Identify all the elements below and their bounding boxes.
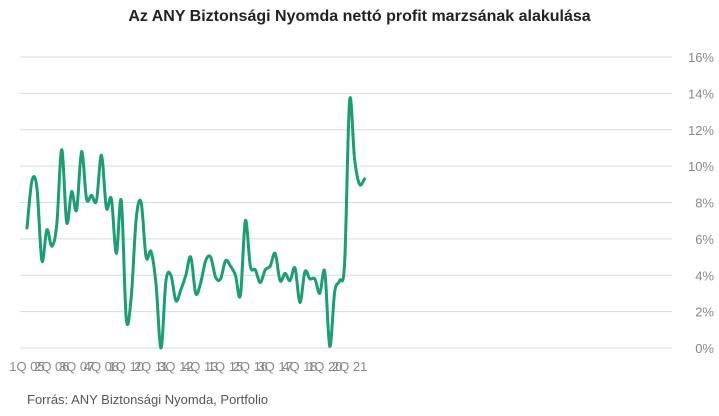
- chart-title: Az ANY Biztonsági Nyomda nettó profit ma…: [128, 8, 591, 25]
- data-point: [55, 222, 59, 226]
- data-point: [288, 279, 292, 283]
- data-point: [348, 99, 352, 103]
- data-point: [278, 279, 282, 283]
- y-tick-label: 12%: [688, 123, 714, 138]
- data-point: [253, 268, 257, 272]
- data-point: [65, 221, 69, 225]
- data-point: [273, 251, 277, 255]
- data-point: [154, 282, 158, 286]
- x-tick-label: 4Q 13: [183, 359, 218, 374]
- data-point: [70, 190, 74, 194]
- data-point: [238, 293, 242, 297]
- data-point: [318, 291, 322, 295]
- data-point: [90, 193, 94, 197]
- series-group: [25, 96, 366, 350]
- data-point: [258, 281, 262, 285]
- data-point: [35, 186, 39, 190]
- x-tick-label: 2Q 11: [134, 359, 168, 374]
- data-point: [184, 273, 188, 277]
- data-point: [214, 275, 218, 279]
- x-tick-label: 1Q 05: [9, 359, 44, 374]
- data-point: [124, 317, 128, 321]
- y-tick-label: 4%: [695, 268, 714, 283]
- x-tick-label: 1Q 15: [208, 359, 243, 374]
- data-point: [144, 255, 148, 259]
- y-tick-label: 0%: [695, 341, 714, 356]
- data-point: [119, 199, 123, 203]
- data-point: [80, 150, 84, 154]
- data-point: [164, 279, 168, 283]
- data-point: [174, 299, 178, 303]
- y-tick-label: 8%: [695, 196, 714, 211]
- data-point: [114, 251, 118, 255]
- x-tick-label: 2Q 16: [233, 359, 268, 374]
- data-point: [169, 273, 173, 277]
- data-point: [362, 177, 366, 181]
- data-point: [219, 277, 223, 281]
- data-point: [179, 288, 183, 292]
- data-point: [358, 182, 362, 186]
- data-point: [243, 219, 247, 223]
- data-point: [268, 264, 272, 268]
- data-point: [343, 261, 347, 265]
- data-point: [134, 217, 138, 221]
- y-tick-label: 14%: [688, 86, 714, 101]
- x-tick-label: 3Q 07: [59, 359, 94, 374]
- data-point: [283, 271, 287, 275]
- data-point: [159, 346, 163, 350]
- x-tick-label: 4Q 18: [282, 359, 317, 374]
- data-point: [199, 281, 203, 285]
- data-point: [263, 268, 267, 272]
- y-axis-ticks: 0% 2% 4% 6% 8% 10% 12% 14% 16%: [688, 50, 714, 356]
- data-point: [353, 157, 357, 161]
- data-point: [333, 290, 337, 294]
- x-tick-label: 1Q 10: [109, 359, 144, 374]
- data-point: [99, 153, 103, 157]
- data-point: [308, 277, 312, 281]
- data-point: [94, 199, 98, 203]
- data-point: [60, 148, 64, 152]
- x-tick-label: 2Q 06: [34, 359, 69, 374]
- data-point: [303, 270, 307, 274]
- data-point: [228, 264, 232, 268]
- data-point: [313, 277, 317, 281]
- x-tick-label: 2Q 21: [332, 359, 367, 374]
- data-point: [189, 255, 193, 259]
- data-point: [194, 291, 198, 295]
- data-point: [85, 197, 89, 201]
- source-note: Forrás: ANY Biztonsági Nyomda, Portfolio: [27, 392, 269, 407]
- x-tick-label: 3Q 17: [257, 359, 292, 374]
- y-tick-label: 2%: [695, 305, 714, 320]
- data-point: [149, 250, 153, 254]
- x-tick-label: 3Q 12: [158, 359, 193, 374]
- data-point: [209, 255, 213, 259]
- y-tick-label: 6%: [695, 232, 714, 247]
- data-point: [45, 228, 49, 232]
- data-point: [50, 244, 54, 248]
- data-point: [323, 270, 327, 274]
- data-point: [328, 344, 332, 348]
- x-tick-label: 1Q 20: [307, 359, 342, 374]
- x-tick-label: 4Q 08: [84, 359, 119, 374]
- data-point: [338, 279, 342, 283]
- series-line: [25, 96, 366, 350]
- data-point: [129, 295, 133, 299]
- data-point: [25, 226, 29, 230]
- data-point: [75, 208, 79, 212]
- data-point: [233, 273, 237, 277]
- y-tick-label: 16%: [688, 50, 714, 65]
- data-point: [40, 259, 44, 263]
- data-point: [298, 301, 302, 305]
- data-point: [109, 197, 113, 201]
- y-tick-label: 10%: [688, 159, 714, 174]
- data-point: [139, 201, 143, 205]
- data-point: [248, 264, 252, 268]
- data-point: [293, 266, 297, 270]
- data-point: [104, 206, 108, 210]
- data-point: [224, 259, 228, 263]
- data-point: [204, 259, 208, 263]
- data-point: [30, 179, 34, 183]
